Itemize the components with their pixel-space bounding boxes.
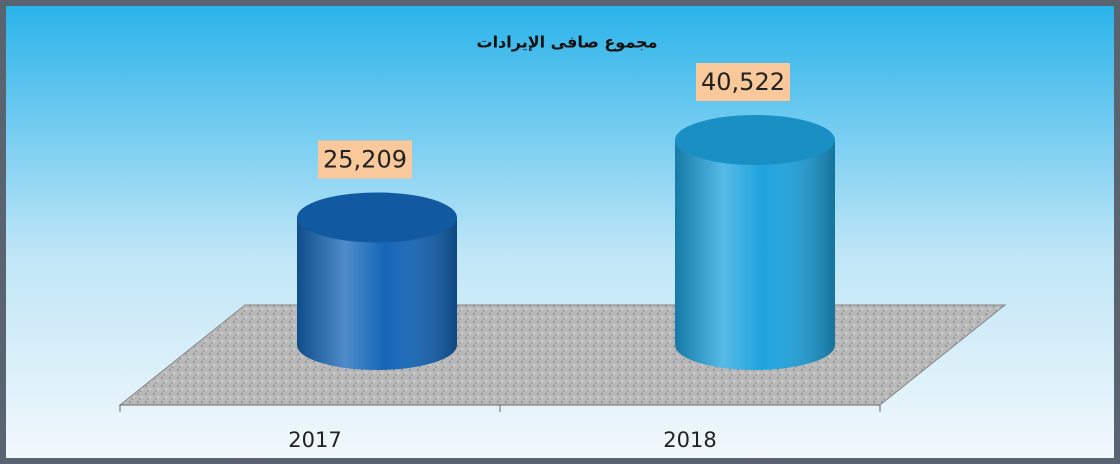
cylinder-top — [297, 192, 457, 243]
cylinder-shade — [675, 140, 835, 370]
chart-title: مجموع صافى الإيرادات — [476, 33, 657, 52]
x-tick-label: 2017 — [288, 428, 341, 452]
value-label: 40,522 — [701, 68, 785, 96]
value-label: 25,209 — [323, 145, 407, 173]
cylinder-top-shade — [297, 192, 457, 243]
cylinder-shade — [297, 217, 457, 370]
floor — [118, 304, 1007, 406]
value-label-box — [318, 140, 412, 179]
cylinder — [675, 115, 835, 370]
cylinder-top — [675, 115, 835, 165]
cylinder-top-shade — [675, 115, 835, 165]
x-tick-label: 2018 — [663, 428, 716, 452]
cylinder — [297, 192, 457, 370]
value-label-box — [696, 63, 790, 101]
